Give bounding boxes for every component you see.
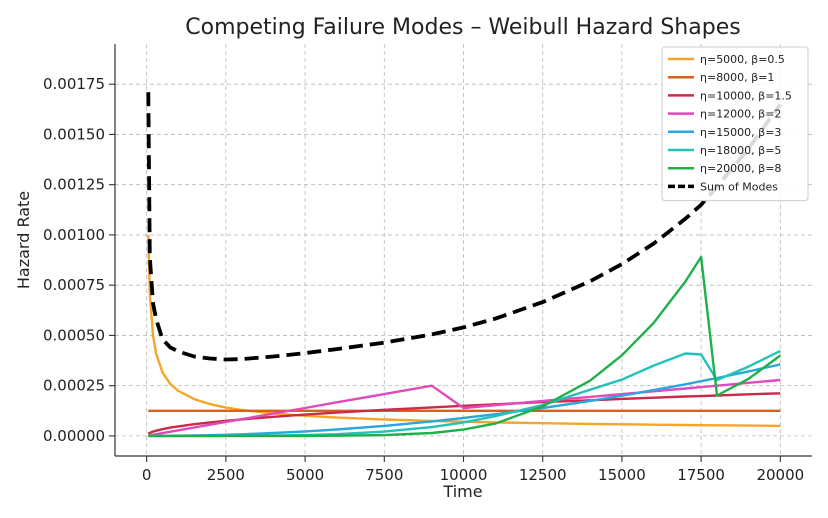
legend-label-12000-2: η=12000, β=2 — [700, 108, 781, 121]
plot-area — [146, 92, 782, 438]
y-tick-label: 0.00025 — [43, 377, 105, 395]
x-tick-label: 20000 — [756, 466, 804, 484]
series-line-20000-8 — [148, 255, 782, 438]
chart-title: Competing Failure Modes – Weibull Hazard… — [185, 15, 740, 40]
series-line-sum-of-modes — [146, 92, 782, 362]
x-tick-label: 5000 — [286, 466, 324, 484]
series-line-5000-0-5 — [147, 234, 781, 428]
x-tick-label: 10000 — [440, 466, 488, 484]
y-tick-label: 0.00050 — [43, 326, 105, 344]
legend-label-10000-1-5: η=10000, β=1.5 — [700, 89, 792, 102]
legend-label-8000-1: η=8000, β=1 — [700, 71, 774, 84]
y-tick-label: 0.00150 — [43, 125, 105, 143]
y-tick-label: 0.00000 — [43, 427, 105, 445]
x-tick-label: 12500 — [519, 466, 567, 484]
legend-label-15000-3: η=15000, β=3 — [700, 126, 781, 139]
legend-box — [661, 46, 809, 202]
x-tick-label: 2500 — [207, 466, 245, 484]
legend-label-18000-5: η=18000, β=5 — [700, 144, 781, 157]
y-tick-label: 0.00125 — [43, 176, 105, 194]
legend: η=5000, β=0.5 η=8000, β=1 η=10000, β=1.5 η=… — [661, 46, 809, 202]
x-tick-label: 15000 — [598, 466, 646, 484]
y-tick-label: 0.00175 — [43, 75, 105, 93]
y-axis-ticks: 0.00000 0.00025 0.00050 0.00075 0.00100 0.001… — [43, 75, 115, 445]
series-line-10000-1-5 — [147, 392, 781, 435]
x-tick-label: 17500 — [677, 466, 725, 484]
y-tick-label: 0.00100 — [43, 226, 105, 244]
x-axis-ticks: 0 2500 5000 7500 10000 12500 15000 17500 20000 — [142, 456, 804, 484]
grid — [115, 44, 812, 456]
x-tick-label: 7500 — [365, 466, 403, 484]
legend-label-5000-0-5: η=5000, β=0.5 — [700, 53, 785, 66]
y-axis-label: Hazard Rate — [14, 191, 33, 289]
y-tick-label: 0.00075 — [43, 276, 105, 294]
legend-label-sum-of-modes: Sum of Modes — [700, 180, 778, 193]
x-axis-label: Time — [442, 482, 482, 501]
x-tick-label: 0 — [142, 466, 152, 484]
legend-label-20000-8: η=20000, β=8 — [700, 162, 781, 175]
series-line-12000-2 — [148, 378, 781, 437]
